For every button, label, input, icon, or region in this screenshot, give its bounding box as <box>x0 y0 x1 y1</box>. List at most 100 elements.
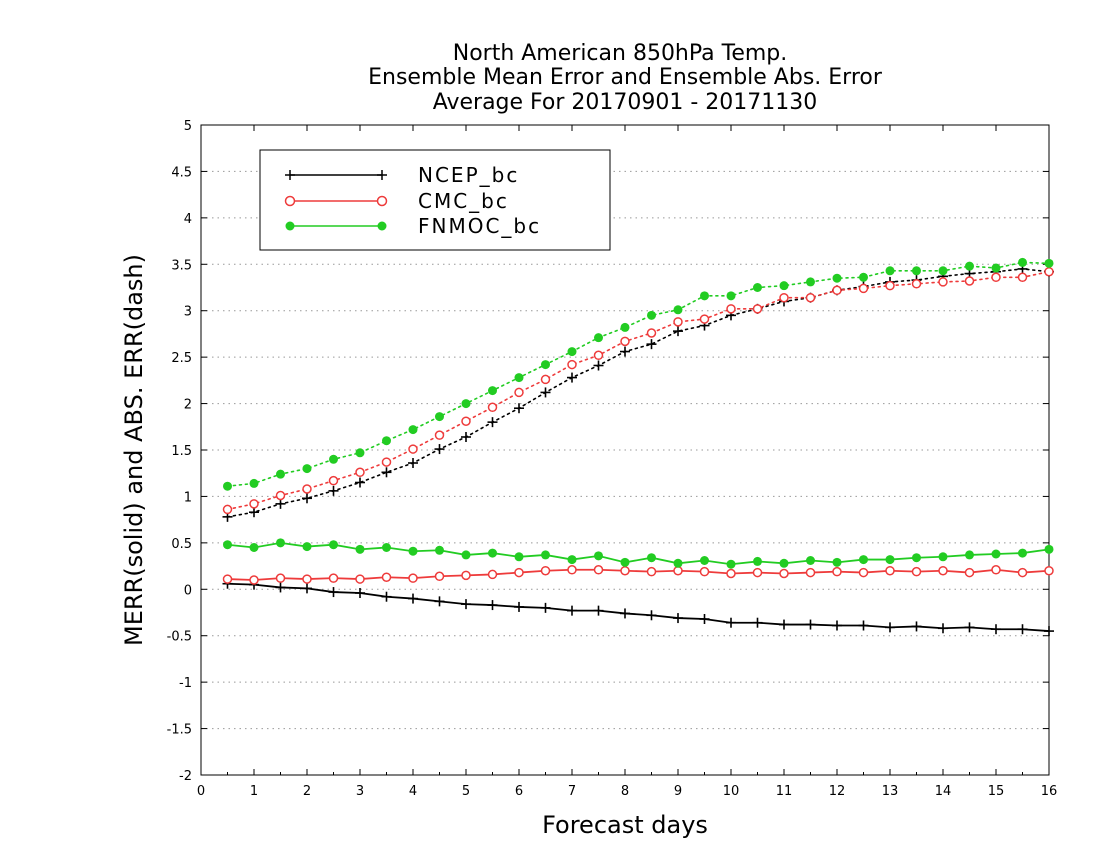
point-cmc-bc-merr-open-circle <box>805 567 816 578</box>
point-cmc-bc-abs-err-open-circle <box>461 416 471 426</box>
point-cmc-bc-abs-err-open-circle <box>275 490 286 501</box>
point-cmc-bc-merr-open-circle <box>487 569 498 580</box>
x-tick-label: 5 <box>462 784 470 799</box>
point-ncep-bc-merr-plus <box>328 587 339 598</box>
y-tick-label: 3.5 <box>171 258 192 273</box>
point-cmc-bc-abs-err-open-circle <box>434 430 445 440</box>
point-cmc-bc-abs-err-open-circle <box>938 277 948 287</box>
point-fnmoc-bc-merr-dot <box>912 553 921 563</box>
x-axis: 0 1 2 3 4 5 6 7 8 9 10 11 12 13 14 15 16 <box>197 125 1057 799</box>
x-tick-label: 2 <box>303 784 311 799</box>
point-cmc-bc-abs-err-open-circle <box>540 374 551 385</box>
point-cmc-bc-abs-err-open-circle <box>1044 266 1054 277</box>
point-fnmoc-bc-merr-dot <box>1018 548 1027 558</box>
point-fnmoc-bc-abs-err-dot <box>859 272 868 282</box>
point-ncep-bc-merr-plus <box>302 583 312 594</box>
y-axis-label: MERR(solid) and ABS. ERR(dash) <box>120 254 148 646</box>
point-cmc-bc-merr-open-circle <box>699 566 710 577</box>
point-fnmoc-bc-merr-dot <box>673 558 683 568</box>
point-fnmoc-bc-merr-dot <box>329 540 338 550</box>
point-fnmoc-bc-merr-dot <box>620 557 630 567</box>
point-cmc-bc-merr-open-circle <box>938 565 948 576</box>
point-fnmoc-bc-abs-err-dot <box>753 283 762 292</box>
point-ncep-bc-merr-plus <box>540 602 551 613</box>
x-tick-label: 9 <box>674 784 682 799</box>
chart-title: North American 850hPa Temp. Ensemble Mea… <box>368 41 883 115</box>
point-fnmoc-bc-abs-err-dot <box>276 469 285 479</box>
point-cmc-bc-merr-open-circle <box>752 567 763 578</box>
point-fnmoc-bc-abs-err-dot <box>726 291 736 301</box>
x-tick-label: 14 <box>935 784 952 799</box>
point-fnmoc-bc-merr-dot <box>461 550 471 560</box>
point-fnmoc-bc-abs-err-dot <box>1018 257 1027 267</box>
point-cmc-bc-abs-err-open-circle <box>885 280 895 291</box>
point-cmc-bc-abs-err-open-circle <box>699 314 710 324</box>
point-cmc-bc-abs-err-open-circle <box>1017 272 1028 283</box>
line-ncep-bc-abs-err <box>226 268 1050 518</box>
x-tick-label: 6 <box>515 784 523 799</box>
y-tick-label: 2.5 <box>171 351 192 366</box>
point-fnmoc-bc-merr-dot <box>753 556 762 566</box>
y-tick-label: -1 <box>179 676 192 691</box>
point-fnmoc-bc-merr-dot <box>832 557 842 567</box>
legend-marker-fnmoc-dot-icon <box>377 221 387 231</box>
point-cmc-bc-merr-open-circle <box>514 567 524 578</box>
x-tick-label: 10 <box>723 784 740 799</box>
point-cmc-bc-merr-open-circle <box>620 565 630 576</box>
point-cmc-bc-abs-err-open-circle <box>911 279 922 289</box>
point-ncep-bc-abs-err-plus <box>673 326 683 337</box>
x-tick-label: 12 <box>829 784 846 799</box>
point-ncep-bc-abs-err-plus <box>646 339 657 350</box>
point-ncep-bc-merr-plus <box>567 605 577 616</box>
point-cmc-bc-abs-err-open-circle <box>487 402 498 413</box>
y-tick-label: 0 <box>184 583 192 598</box>
series-cmc-bc <box>222 266 1054 585</box>
title-line-3: Average For 20170901 - 20171130 <box>433 90 818 115</box>
x-tick-label: 1 <box>250 784 258 799</box>
point-ncep-bc-abs-err-plus <box>593 360 604 371</box>
x-tick-label: 13 <box>882 784 899 799</box>
point-fnmoc-bc-abs-err-dot <box>991 263 1001 273</box>
point-fnmoc-bc-merr-dot <box>488 548 497 558</box>
legend-item-ncep: NCEP_bc <box>285 163 517 187</box>
point-cmc-bc-merr-open-circle <box>779 568 789 579</box>
point-fnmoc-bc-abs-err-dot <box>329 454 338 464</box>
point-ncep-bc-abs-err-plus <box>275 498 286 509</box>
line-cmc-bc-merr <box>227 568 1050 581</box>
point-cmc-bc-abs-err-open-circle <box>620 336 630 347</box>
y-tick-label: 3 <box>184 305 192 320</box>
legend-item-fnmoc: FNMOC_bc <box>285 214 539 238</box>
point-fnmoc-bc-merr-dot <box>408 546 418 556</box>
point-cmc-bc-abs-err-open-circle <box>646 328 657 338</box>
point-cmc-bc-abs-err-open-circle <box>991 272 1001 283</box>
x-tick-label: 4 <box>409 784 417 799</box>
point-cmc-bc-merr-open-circle <box>381 572 392 582</box>
point-fnmoc-bc-merr-dot <box>991 549 1001 559</box>
x-tick-label: 8 <box>621 784 629 799</box>
y-tick-label: 5 <box>184 119 192 134</box>
point-cmc-bc-merr-open-circle <box>275 573 286 583</box>
point-ncep-bc-abs-err-plus <box>514 403 524 414</box>
point-ncep-bc-abs-err-plus <box>302 493 312 504</box>
point-ncep-bc-merr-plus <box>726 617 736 628</box>
legend-marker-ncep-plus-icon <box>285 170 387 180</box>
point-cmc-bc-abs-err-open-circle <box>726 304 736 314</box>
point-cmc-bc-merr-open-circle <box>540 565 551 576</box>
point-ncep-bc-abs-err-plus <box>567 372 577 383</box>
point-ncep-bc-abs-err-plus <box>620 346 630 357</box>
point-cmc-bc-abs-err-open-circle <box>858 283 869 294</box>
point-ncep-bc-merr-plus <box>487 600 498 611</box>
point-cmc-bc-abs-err-open-circle <box>832 285 842 296</box>
point-ncep-bc-merr-plus <box>1017 624 1028 635</box>
point-cmc-bc-merr-open-circle <box>434 571 445 582</box>
y-tick-label: -2 <box>179 769 192 784</box>
point-fnmoc-bc-merr-dot <box>541 550 550 560</box>
point-fnmoc-bc-abs-err-dot <box>647 310 656 320</box>
point-fnmoc-bc-merr-dot <box>726 559 736 569</box>
point-ncep-bc-merr-plus <box>646 610 657 621</box>
point-ncep-bc-merr-plus <box>832 620 842 631</box>
point-fnmoc-bc-abs-err-dot <box>1044 258 1054 268</box>
point-fnmoc-bc-abs-err-dot <box>673 305 683 315</box>
point-cmc-bc-merr-open-circle <box>567 565 577 575</box>
